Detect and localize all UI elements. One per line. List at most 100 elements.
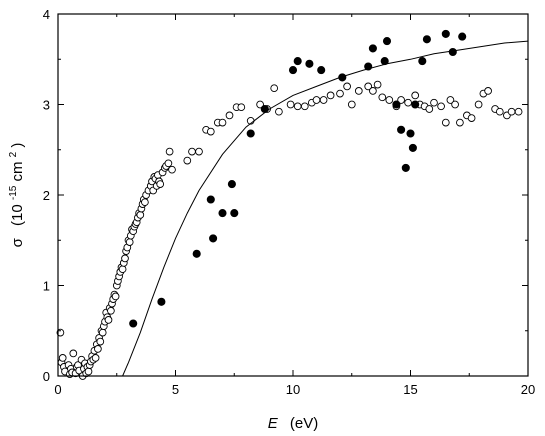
filled-data-point-20 [397, 125, 406, 134]
y-tick-label-1: 1 [43, 279, 50, 294]
x-tick-label-15: 15 [403, 382, 417, 397]
open-data-point-32 [98, 328, 107, 337]
open-data-point-127 [446, 96, 455, 104]
open-data-point-115 [378, 93, 387, 102]
filled-data-point-2 [192, 249, 201, 258]
open-data-point-26 [91, 354, 100, 362]
y-tick-label-0: 0 [43, 369, 50, 384]
filled-data-point-13 [317, 66, 326, 75]
filled-data-point-19 [392, 100, 401, 109]
open-data-point-87 [188, 147, 196, 156]
open-data-point-92 [218, 118, 227, 127]
open-data-point-134 [484, 87, 492, 95]
x-tick-label-10: 10 [286, 382, 300, 397]
open-data-point-101 [286, 100, 295, 109]
open-data-point-132 [474, 100, 483, 109]
x-axis-label: E (eV) [268, 415, 319, 432]
open-data-point-107 [326, 91, 335, 100]
open-data-point-106 [319, 96, 328, 104]
y-axis-unit-end: ) [9, 143, 26, 148]
open-data-point-86 [183, 156, 192, 165]
filled-data-point-27 [441, 29, 450, 38]
y-axis-label: σ (10 -15 cm 2 ) [3, 143, 26, 248]
filled-data-point-29 [458, 32, 467, 41]
filled-data-point-7 [230, 209, 239, 218]
open-data-point-51 [121, 254, 129, 263]
open-data-point-111 [354, 87, 363, 95]
filled-data-point-24 [411, 100, 420, 109]
open-data-point-64 [136, 211, 145, 219]
y-axis-unit-square: 2 [8, 151, 19, 157]
open-data-point-30 [96, 337, 105, 346]
fit-curve-line [122, 40, 529, 377]
filled-data-point-9 [260, 104, 269, 114]
y-axis-unit-open: (10 [9, 204, 26, 226]
open-data-point-112 [364, 82, 373, 91]
open-data-point-123 [425, 105, 434, 113]
open-data-point-68 [141, 198, 149, 207]
x-axis-unit: (eV) [290, 415, 318, 432]
filled-data-point-3 [206, 195, 215, 204]
x-tick-label-0: 0 [54, 382, 61, 397]
open-data-point-119 [404, 98, 412, 107]
open-data-point-136 [495, 107, 504, 116]
open-data-point-39 [107, 306, 115, 315]
filled-data-point-28 [448, 47, 457, 57]
filled-data-point-0 [129, 319, 138, 328]
open-data-point-100 [275, 107, 283, 116]
open-data-point-9 [69, 349, 78, 358]
open-data-point-20 [84, 367, 93, 376]
axis-ticks: 0 5 10 15 20 0 1 2 3 4 [43, 7, 535, 397]
open-data-point-118 [397, 96, 405, 104]
open-data-point-114 [373, 80, 382, 89]
filled-data-point-16 [368, 44, 377, 53]
filled-data-point-18 [382, 37, 392, 46]
open-data-point-138 [507, 107, 516, 116]
open-data-point-126 [441, 118, 450, 127]
filled-data-point-23 [408, 143, 417, 152]
open-data-point-93 [225, 111, 234, 120]
open-data-point-131 [467, 114, 476, 122]
open-data-point-125 [437, 102, 445, 111]
open-data-point-37 [104, 316, 113, 324]
open-data-point-99 [270, 84, 279, 93]
open-data-point-95 [237, 103, 246, 112]
open-data-point-113 [369, 87, 377, 95]
open-data-point-85 [168, 165, 176, 174]
y-tick-label-4: 4 [43, 7, 50, 22]
filled-data-point-22 [406, 129, 415, 138]
open-data-point-108 [336, 89, 344, 98]
filled-data-point-1 [157, 297, 166, 306]
open-data-point-105 [312, 96, 321, 104]
filled-data-point-12 [305, 59, 314, 68]
x-axis-variable: E [268, 415, 279, 432]
filled-data-point-26 [422, 35, 431, 44]
open-data-point-2 [58, 354, 67, 362]
open-data-point-55 [125, 238, 134, 246]
filled-data-point-6 [227, 180, 236, 189]
open-data-point-43 [111, 292, 120, 301]
open-data-point-139 [514, 107, 523, 116]
chart-marks [56, 29, 529, 380]
open-data-point-116 [385, 96, 394, 104]
open-data-point-79 [156, 180, 165, 188]
open-data-point-110 [347, 100, 356, 109]
open-data-point-128 [451, 100, 459, 109]
filled-data-point-25 [418, 57, 427, 66]
open-data-point-109 [343, 82, 351, 91]
x-tick-label-5: 5 [172, 382, 179, 397]
open-data-point-124 [430, 98, 438, 107]
open-data-point-88 [195, 147, 203, 156]
open-data-point-120 [411, 91, 420, 100]
y-tick-label-2: 2 [43, 188, 50, 203]
open-data-point-129 [456, 118, 464, 127]
open-data-point-103 [300, 102, 309, 111]
filled-data-point-11 [293, 57, 302, 66]
open-data-point-83 [164, 159, 173, 168]
open-data-point-97 [256, 100, 264, 109]
open-data-point-84 [165, 147, 174, 156]
open-data-point-49 [118, 265, 127, 274]
filled-data-point-5 [218, 209, 227, 218]
filled-data-point-21 [401, 163, 410, 172]
